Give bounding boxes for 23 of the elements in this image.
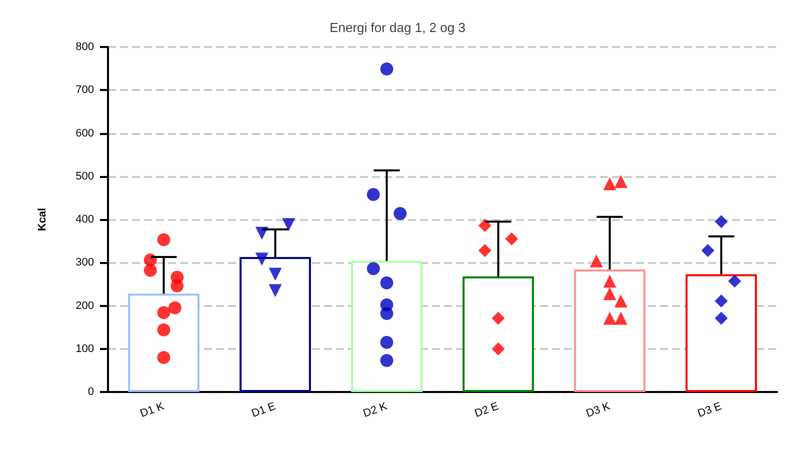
bar (351, 260, 422, 392)
y-tick-label: 100 (76, 342, 94, 355)
bar (240, 257, 311, 392)
chart-title: Energi for dag 1, 2 og 3 (330, 20, 466, 35)
y-tick-label: 0 (88, 386, 94, 398)
y-tick-label: 800 (76, 41, 94, 53)
y-tick-label: 600 (76, 127, 94, 140)
y-tick-label: 700 (76, 84, 94, 96)
bar (574, 270, 646, 392)
y-axis-title: Kcal (36, 208, 48, 232)
bar (128, 294, 200, 392)
bar (686, 274, 757, 392)
y-tick-label: 500 (76, 170, 94, 182)
x-tick-label: D1 E (250, 400, 278, 420)
y-tick-label: 400 (76, 214, 94, 226)
x-tick-label: D3 E (696, 400, 724, 420)
x-tick-label: D2 K (362, 400, 390, 420)
y-tick-label: 300 (76, 256, 94, 269)
x-tick-label: D3 K (584, 400, 612, 420)
bar (462, 276, 534, 392)
x-tick-label: D1 K (138, 400, 166, 420)
x-tick-label: D2 E (473, 400, 500, 420)
y-tick-label: 200 (76, 300, 94, 312)
